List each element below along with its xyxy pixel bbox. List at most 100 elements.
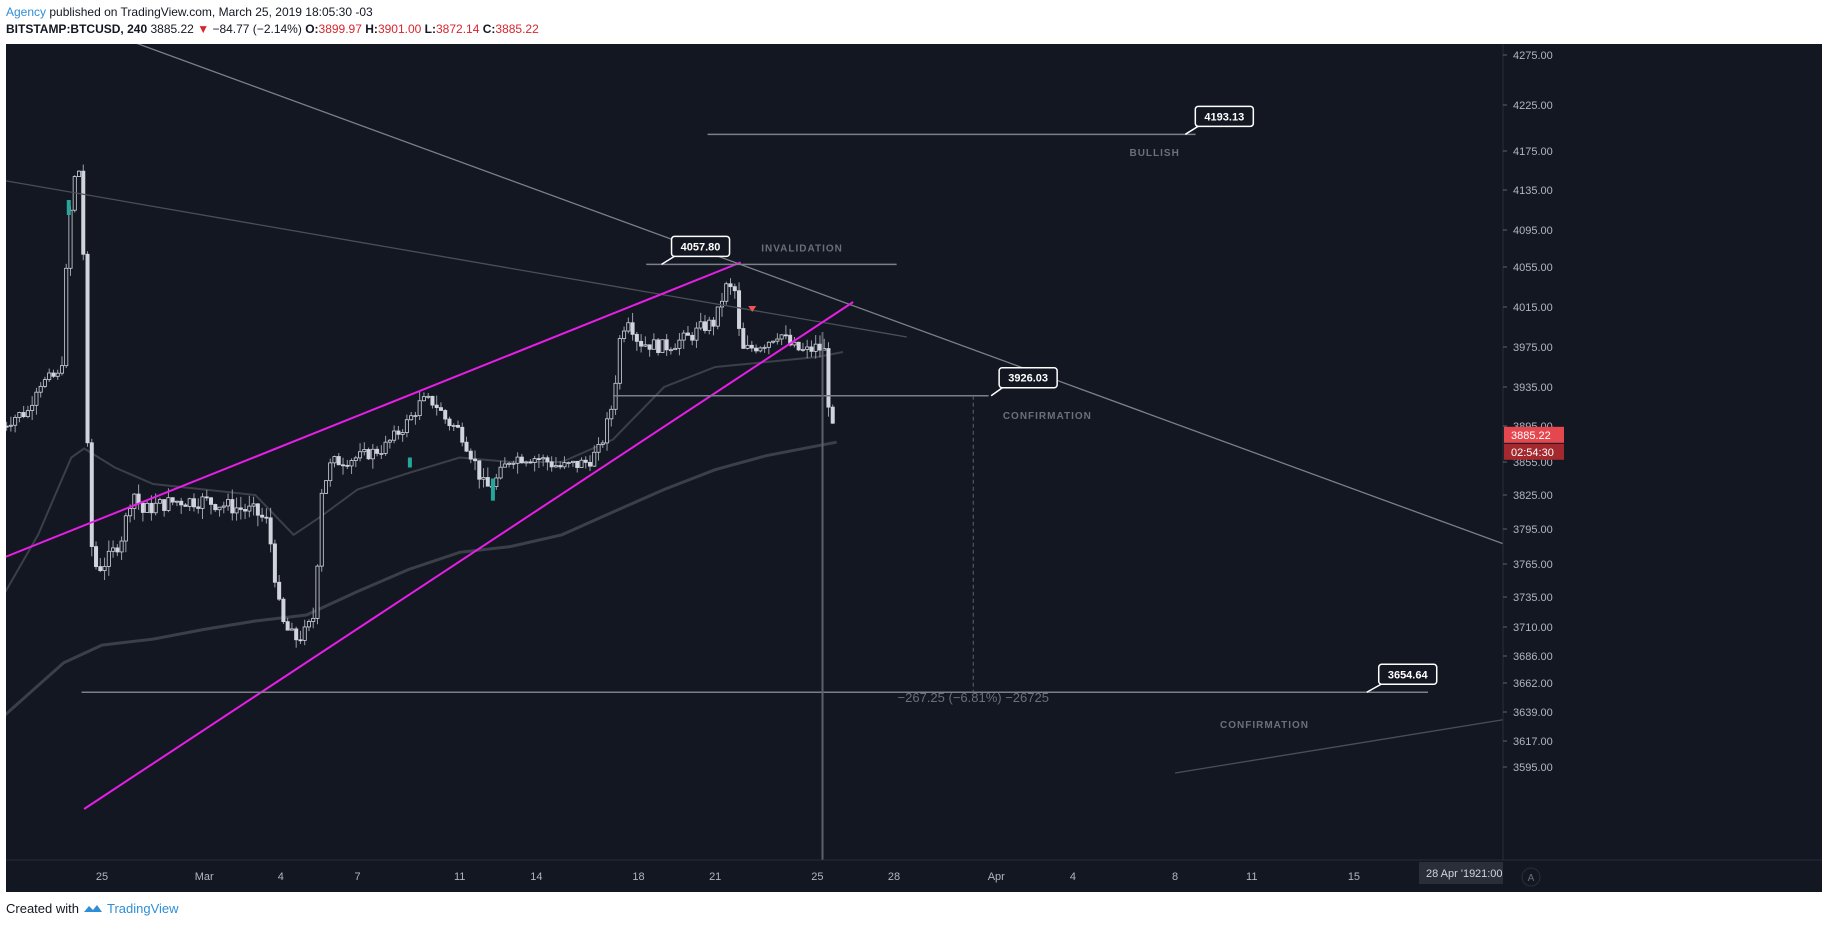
candle-down (255, 503, 260, 516)
candle-up (609, 408, 614, 420)
price-tick-label: 3765.00 (1513, 559, 1553, 571)
candle-down (639, 340, 644, 347)
candle-up (319, 492, 324, 567)
candle-up (349, 460, 354, 467)
candle-up (226, 499, 231, 507)
candle-up (720, 300, 725, 308)
candle-down (664, 339, 669, 351)
candle-up (643, 344, 648, 347)
candle-up (187, 498, 192, 507)
candle-up (123, 515, 128, 542)
candle-up (566, 462, 571, 464)
candle-down (277, 581, 282, 600)
date-tick-label: 14 (530, 871, 542, 883)
candle-down (583, 459, 588, 463)
candle-up (358, 451, 363, 459)
candle-down (136, 493, 141, 504)
candle-down (711, 319, 716, 327)
current-price-label: 3885.22 (1511, 430, 1551, 442)
candle-down (264, 516, 269, 519)
candle-down (460, 426, 465, 443)
last-price: 3885.22 (150, 22, 194, 36)
date-tick-label: 28 (888, 871, 900, 883)
candle-up (42, 379, 47, 387)
candle-up (532, 458, 537, 463)
candle-down (634, 333, 639, 342)
candle-down (162, 499, 167, 511)
candle-down (238, 507, 243, 510)
symbol-line: BITSTAMP:BTCUSD, 240 3885.22 ▼ −84.77 (−… (6, 21, 539, 38)
candle-up (30, 404, 35, 411)
candle-up (707, 319, 712, 331)
chart-footer: Created with TradingView (6, 901, 179, 916)
candle-up (553, 465, 558, 468)
callout-value: 4193.13 (1204, 111, 1244, 123)
callout-value: 3926.03 (1008, 373, 1048, 385)
candle-down (732, 286, 737, 292)
candle-down (396, 430, 401, 435)
candle-up (626, 322, 631, 332)
price-tick-label: 3710.00 (1513, 622, 1553, 634)
candle-down (485, 477, 490, 487)
annotation-label: CONFIRMATION (1220, 720, 1309, 731)
candle-up (409, 415, 414, 421)
candle-up (332, 456, 337, 464)
callout-value: 3654.64 (1388, 669, 1429, 681)
candle-up (771, 340, 776, 343)
candle-up (128, 508, 133, 517)
tradingview-link[interactable]: TradingView (106, 901, 179, 916)
price-tick-label: 4275.00 (1513, 50, 1553, 62)
tradingview-logo-icon (83, 904, 102, 912)
measure-label: −267.25 (−6.81%) −26725 (898, 690, 1049, 705)
candle-down (213, 504, 218, 511)
candle-down (366, 449, 371, 460)
candle-up (570, 460, 575, 463)
candle-up (145, 502, 150, 513)
candle-up (302, 626, 307, 641)
publisher-link[interactable]: Agency (6, 5, 47, 19)
price-chart[interactable]: 4193.13 4057.80 3926.03 3654.64 BULLISH INVAL… (6, 44, 1822, 892)
candle-up (745, 344, 750, 349)
candle-up (400, 432, 405, 435)
candle-down (294, 628, 299, 641)
candle-down (268, 517, 273, 545)
price-tick-label: 3662.00 (1513, 678, 1553, 690)
candle-down (272, 543, 277, 583)
candle-down (749, 344, 754, 349)
candle-down (473, 458, 478, 462)
published-text: published on TradingView.com, March 25, … (46, 5, 373, 19)
candle-up (289, 628, 294, 631)
date-tick-label: 25 (96, 871, 108, 883)
candle-up (805, 346, 810, 350)
candle-up (404, 419, 409, 433)
callout-value: 4057.80 (681, 241, 721, 253)
candle-up (68, 209, 73, 269)
candle-down (260, 514, 265, 518)
candle-down (204, 496, 209, 499)
candle-up (13, 417, 18, 426)
candle-up (494, 477, 499, 487)
close-value: 3885.22 (495, 22, 539, 36)
open-label: O: (305, 22, 319, 36)
price-tick-label: 4135.00 (1513, 185, 1553, 197)
price-tick-label: 3825.00 (1513, 490, 1553, 502)
candle-up (715, 306, 720, 327)
candle-down (830, 406, 835, 424)
candle-down (545, 457, 550, 463)
candle-up (651, 339, 656, 350)
candle-down (336, 456, 341, 466)
lower-uptrend-line (1174, 719, 1503, 774)
publish-line: Agency published on TradingView.com, Mar… (6, 4, 539, 21)
candle-up (673, 347, 678, 351)
candle-down (809, 346, 814, 352)
candle-down (447, 418, 452, 427)
candle-up (660, 339, 665, 353)
candle-up (524, 461, 529, 464)
price-change: −84.77 (−2.14%) (212, 22, 302, 36)
candle-down (375, 448, 380, 454)
open-value: 3899.97 (318, 22, 362, 36)
candle-down (230, 499, 235, 514)
candle-down (115, 547, 120, 553)
candle-up (166, 497, 171, 511)
candle-down (647, 344, 652, 350)
